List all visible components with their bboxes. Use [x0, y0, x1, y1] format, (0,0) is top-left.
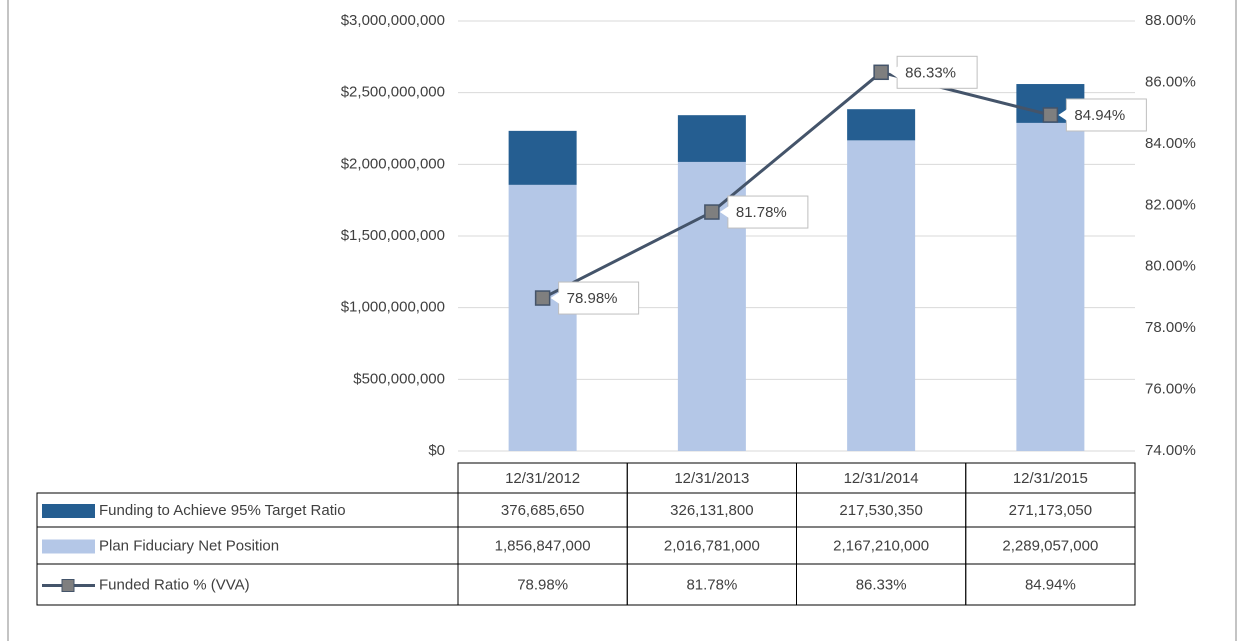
table-value: 78.98% — [517, 576, 568, 593]
data-label: 86.33% — [905, 64, 956, 81]
legend-label: Plan Fiduciary Net Position — [99, 537, 279, 554]
y-tick-label: $2,500,000,000 — [341, 84, 445, 101]
bar — [677, 115, 746, 162]
y2-tick-label: 76.00% — [1145, 381, 1196, 398]
bar — [847, 140, 916, 451]
data-label-box — [1065, 98, 1147, 132]
data-label-box — [727, 195, 809, 229]
legend-swatch — [42, 539, 95, 554]
data-label-box — [558, 281, 640, 315]
table-value: 376,685,650 — [501, 502, 584, 519]
table-value: 326,131,800 — [670, 502, 753, 519]
table-value: 84.94% — [1025, 576, 1076, 593]
table-value: 2,167,210,000 — [833, 537, 929, 554]
table-header: 12/31/2012 — [505, 470, 580, 487]
y2-tick-label: 74.00% — [1145, 442, 1196, 459]
y2-tick-label: 86.00% — [1145, 73, 1196, 90]
table-value: 1,856,847,000 — [495, 537, 591, 554]
legend-marker — [61, 579, 75, 592]
marker — [1042, 107, 1059, 123]
y-tick-label: $3,000,000,000 — [341, 12, 445, 29]
y2-tick-label: 78.00% — [1145, 319, 1196, 336]
data-label: 81.78% — [736, 204, 787, 221]
y2-tick-label: 82.00% — [1145, 196, 1196, 213]
table-value: 2,016,781,000 — [664, 537, 760, 554]
y2-tick-label: 88.00% — [1145, 12, 1196, 29]
data-label-pointer — [719, 206, 729, 219]
table-value: 81.78% — [686, 576, 737, 593]
table-value: 2,289,057,000 — [1002, 537, 1098, 554]
y-tick-label: $0 — [428, 442, 445, 459]
y-tick-label: $1,000,000,000 — [341, 299, 445, 316]
y-tick-label: $500,000,000 — [353, 370, 445, 387]
data-label-pointer — [550, 292, 560, 305]
data-label: 78.98% — [567, 290, 618, 307]
legend-label: Funded Ratio % (VVA) — [99, 576, 250, 593]
y2-tick-label: 84.00% — [1145, 135, 1196, 152]
table-header: 12/31/2013 — [674, 470, 749, 487]
marker — [873, 64, 889, 81]
table-value: 217,530,350 — [839, 502, 922, 519]
table-cell — [965, 563, 1136, 606]
table-value: 86.33% — [856, 576, 907, 593]
data-label-pointer — [1058, 108, 1068, 121]
bar — [1016, 122, 1085, 452]
data-label-box — [896, 55, 978, 89]
y-tick-label: $2,000,000,000 — [341, 155, 445, 172]
table-value: 271,173,050 — [1009, 502, 1092, 519]
table-header: 12/31/2014 — [844, 470, 919, 487]
frame — [7, 0, 1237, 641]
bar — [847, 109, 916, 141]
data-label: 84.94% — [1074, 107, 1125, 124]
marker — [704, 204, 720, 220]
data-label-pointer — [889, 66, 899, 79]
bar — [508, 184, 577, 451]
y2-tick-label: 80.00% — [1145, 258, 1196, 275]
marker — [534, 290, 551, 306]
line — [541, 70, 1051, 300]
legend-label: Funding to Achieve 95% Target Ratio — [99, 502, 346, 519]
table-header: 12/31/2015 — [1013, 470, 1088, 487]
y-tick-label: $1,500,000,000 — [341, 227, 445, 244]
legend-swatch — [42, 504, 95, 518]
bar — [508, 130, 577, 185]
